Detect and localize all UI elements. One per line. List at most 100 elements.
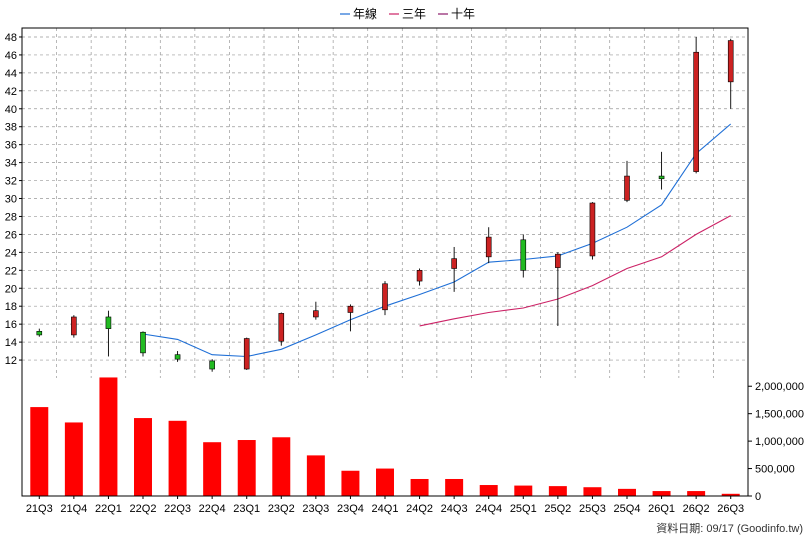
candle-4: [174, 351, 181, 362]
x-tick-label-8: 23Q3: [302, 503, 329, 515]
candle-19: [693, 36, 699, 174]
price-tick-label-14: 40: [5, 104, 17, 116]
price-tick-label-13: 38: [5, 122, 17, 134]
volume-bar-15: [548, 486, 567, 496]
x-tick-label-9: 23Q4: [337, 503, 364, 515]
candle-2: [105, 310, 112, 357]
candle-body-12: [451, 258, 457, 269]
volume-tick-label-0: 0: [755, 491, 761, 503]
legend-label-0: 年線: [353, 6, 377, 21]
candle-body-7: [278, 313, 285, 342]
candle-8: [313, 301, 319, 320]
legend-label-1: 三年: [402, 7, 426, 21]
volume-bar-0: [30, 407, 49, 496]
x-tick-label-12: 24Q3: [441, 503, 468, 515]
x-tick-label-0: 21Q3: [26, 503, 53, 515]
candle-body-6: [243, 338, 250, 370]
legend-label-2: 十年: [451, 7, 475, 21]
average-line-0: [142, 123, 732, 358]
x-tick-label-2: 22Q1: [95, 503, 122, 515]
volume-tick-label-2: 1,000,000: [755, 436, 804, 448]
volume-bar-7: [272, 437, 291, 496]
price-tick-label-1: 14: [5, 337, 17, 349]
x-tick-label-18: 26Q1: [648, 503, 675, 515]
average-lines: [142, 123, 732, 358]
candle-body-13: [485, 236, 492, 258]
candle-body-11: [416, 270, 423, 282]
candle-1: [71, 315, 77, 338]
price-tick-label-6: 24: [5, 247, 17, 259]
x-tick-label-10: 24Q1: [372, 503, 399, 515]
candle-body-20: [727, 40, 734, 83]
candle-body-8: [313, 310, 319, 318]
x-tick-label-13: 24Q4: [475, 503, 502, 515]
price-tick-label-2: 16: [5, 319, 17, 331]
x-tick-label-11: 24Q2: [406, 503, 433, 515]
volume-bar-20: [721, 493, 740, 496]
volume-bar-3: [134, 418, 152, 496]
x-tick-label-6: 23Q1: [233, 503, 260, 515]
candle-body-5: [209, 360, 215, 370]
candle-3: [140, 331, 146, 357]
price-tick-label-12: 36: [5, 140, 17, 152]
plot-frame: [21, 27, 749, 497]
plot-border: [21, 27, 749, 497]
candle-12: [451, 246, 457, 292]
candle-body-1: [71, 316, 77, 336]
volume-tick-label-4: 2,000,000: [755, 381, 804, 393]
volume-tick-label-3: 1,500,000: [755, 409, 804, 421]
volume-bar-10: [376, 468, 394, 496]
price-tick-label-4: 20: [5, 283, 17, 295]
price-tick-label-15: 42: [5, 86, 17, 98]
candle-7: [278, 312, 285, 346]
volume-bar-13: [479, 485, 498, 496]
x-tick-label-15: 25Q2: [544, 503, 571, 515]
candle-body-16: [589, 202, 596, 257]
candle-body-19: [693, 51, 699, 172]
x-tick-label-1: 21Q4: [60, 503, 87, 515]
volume-axis: 0 500,000 1,000,000 1,500,000 2,000,000: [748, 381, 804, 503]
candle-body-18: [658, 175, 665, 180]
volume-bar-14: [514, 485, 533, 496]
candle-body-4: [174, 354, 181, 360]
volume-bar-11: [410, 478, 429, 496]
price-tick-label-9: 30: [5, 194, 17, 206]
price-tick-label-7: 26: [5, 229, 17, 241]
volume-bar-1: [64, 422, 83, 496]
volume-bar-19: [687, 491, 706, 496]
price-tick-label-0: 12: [5, 355, 17, 367]
x-tick-label-3: 22Q2: [130, 503, 157, 515]
price-tick-label-5: 22: [5, 265, 17, 277]
grid: [21, 28, 749, 378]
candle-15: [555, 252, 561, 326]
candle-body-15: [555, 253, 561, 268]
candle-11: [416, 268, 423, 286]
price-axis: 12 14 16 18 20 22 24 26 28 30 32 34 36 38 40 42 44 46 48: [5, 32, 22, 367]
candle-10: [382, 281, 388, 316]
x-tick-label-17: 25Q4: [614, 503, 641, 515]
volume-bars: [30, 377, 740, 496]
x-tick-label-14: 25Q1: [510, 503, 537, 515]
credit-text: 資料日期: 09/17 (Goodinfo.tw): [656, 521, 803, 535]
candle-14: [520, 234, 527, 278]
average-line-1: [419, 215, 731, 327]
price-tick-label-11: 34: [5, 158, 17, 170]
price-tick-label-8: 28: [5, 211, 17, 223]
price-tick-label-18: 48: [5, 32, 17, 44]
volume-bar-17: [618, 488, 636, 496]
x-tick-label-7: 23Q2: [268, 503, 295, 515]
x-axis: 21Q3 21Q4 22Q1 22Q2 22Q3 22Q4 23Q1 23Q2 23Q3 23Q4…: [26, 496, 744, 515]
price-tick-label-3: 18: [5, 301, 17, 313]
candle-6: [243, 337, 250, 370]
candles: [36, 36, 734, 372]
candle-17: [624, 160, 630, 203]
candle-20: [727, 38, 734, 109]
candle-body-3: [140, 331, 146, 354]
candle-body-17: [624, 175, 630, 201]
candle-9: [347, 304, 354, 332]
volume-bar-16: [583, 487, 602, 496]
volume-bar-4: [168, 420, 187, 496]
candle-body-10: [382, 283, 388, 311]
candle-body-0: [36, 331, 43, 336]
